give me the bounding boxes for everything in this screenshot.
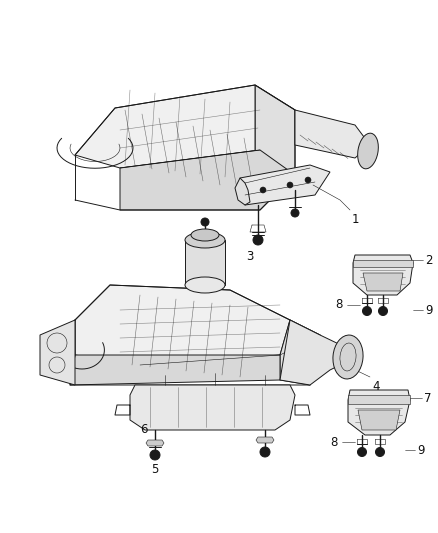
Circle shape: [150, 450, 160, 460]
Circle shape: [291, 209, 299, 217]
Text: 8: 8: [331, 435, 338, 448]
Polygon shape: [185, 240, 225, 285]
Circle shape: [378, 306, 388, 316]
Polygon shape: [353, 255, 413, 295]
Text: 2: 2: [425, 254, 432, 266]
Circle shape: [260, 447, 270, 457]
Polygon shape: [70, 355, 280, 385]
Circle shape: [375, 448, 385, 456]
Polygon shape: [130, 385, 295, 430]
Ellipse shape: [185, 277, 225, 293]
Polygon shape: [255, 85, 295, 195]
Text: 7: 7: [424, 392, 431, 405]
Text: 6: 6: [140, 423, 148, 436]
Polygon shape: [363, 273, 403, 291]
Polygon shape: [75, 85, 295, 168]
Polygon shape: [280, 320, 320, 385]
Polygon shape: [280, 320, 350, 385]
Circle shape: [253, 235, 263, 245]
Ellipse shape: [191, 229, 219, 241]
Circle shape: [363, 306, 371, 316]
Circle shape: [287, 182, 293, 188]
Polygon shape: [353, 260, 413, 267]
Ellipse shape: [333, 335, 363, 379]
Polygon shape: [40, 320, 75, 385]
Text: 5: 5: [151, 463, 159, 476]
Ellipse shape: [358, 133, 378, 169]
Polygon shape: [240, 165, 330, 205]
Polygon shape: [348, 390, 410, 435]
Polygon shape: [235, 178, 250, 205]
Ellipse shape: [185, 232, 225, 248]
Polygon shape: [348, 395, 410, 404]
Text: 9: 9: [417, 443, 424, 456]
Polygon shape: [146, 440, 164, 446]
Text: 4: 4: [372, 380, 379, 393]
Polygon shape: [295, 110, 370, 158]
Polygon shape: [256, 437, 274, 443]
Text: 8: 8: [336, 298, 343, 311]
Polygon shape: [75, 285, 290, 365]
Text: 3: 3: [246, 250, 254, 263]
Text: 1: 1: [352, 213, 360, 226]
Polygon shape: [120, 150, 295, 210]
Circle shape: [260, 187, 266, 193]
Circle shape: [201, 218, 209, 226]
Circle shape: [357, 448, 367, 456]
Circle shape: [305, 177, 311, 183]
Polygon shape: [358, 410, 400, 430]
Text: 9: 9: [425, 303, 432, 317]
